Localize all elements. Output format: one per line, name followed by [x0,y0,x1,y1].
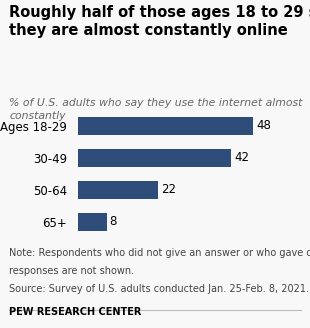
Text: % of U.S. adults who say they use the internet almost
constantly: % of U.S. adults who say they use the in… [9,98,303,121]
Text: Roughly half of those ages 18 to 29 say
they are almost constantly online: Roughly half of those ages 18 to 29 say … [9,5,310,38]
Text: 42: 42 [234,151,249,164]
Bar [78,116,253,135]
Bar [78,180,158,199]
Bar [78,149,231,167]
Text: PEW RESEARCH CENTER: PEW RESEARCH CENTER [9,307,142,317]
Text: 8: 8 [110,215,117,228]
Bar [78,213,107,231]
Text: 48: 48 [256,119,271,132]
Text: responses are not shown.: responses are not shown. [9,266,135,276]
Text: Note: Respondents who did not give an answer or who gave other: Note: Respondents who did not give an an… [9,248,310,257]
Text: Source: Survey of U.S. adults conducted Jan. 25-Feb. 8, 2021.: Source: Survey of U.S. adults conducted … [9,284,309,294]
Text: 22: 22 [161,183,176,196]
